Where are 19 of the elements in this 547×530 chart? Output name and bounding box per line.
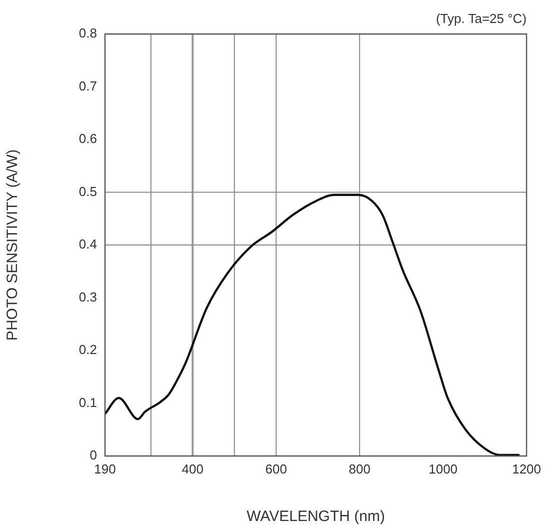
x-axis-title: WAVELENGTH (nm): [246, 508, 385, 526]
y-tick-label: 0.4: [78, 236, 97, 252]
line-series: [105, 194, 520, 456]
x-tick-label: 400: [182, 461, 204, 476]
x-tick-label: 1000: [428, 461, 458, 476]
y-tick-label: 0.7: [78, 78, 97, 94]
y-tick-label: 0.1: [78, 394, 97, 410]
text: (Typ. Ta=25 °C): [436, 11, 527, 26]
y-axis-title: PHOTO SENSITIVITY (A/W): [4, 149, 22, 341]
y-tick-label: 0.2: [78, 342, 97, 358]
x-tick-label: 800: [348, 461, 370, 476]
y-tick-label: 0.5: [78, 184, 97, 199]
y-tick-label: 0.8: [78, 26, 97, 41]
y-tick-label: 0: [90, 448, 97, 463]
x-tick-label: 600: [265, 461, 287, 476]
x-tick-label: 1200: [512, 461, 541, 476]
x-tick-label: 190: [94, 461, 116, 476]
y-tick-label: 0.6: [78, 131, 97, 146]
y-tick-label: 0.3: [78, 289, 97, 304]
